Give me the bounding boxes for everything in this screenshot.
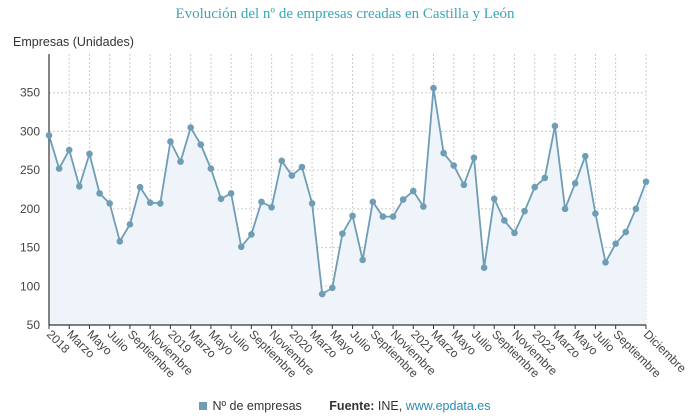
data-point <box>389 213 397 220</box>
data-point <box>541 174 549 182</box>
data-point <box>571 180 579 187</box>
data-point <box>227 190 235 197</box>
data-point <box>167 138 174 145</box>
data-point <box>430 84 437 92</box>
data-point <box>470 154 478 162</box>
data-point <box>187 124 194 131</box>
data-point <box>126 221 134 228</box>
data-point <box>86 150 93 158</box>
data-point <box>551 122 559 130</box>
data-point <box>116 238 124 245</box>
data-point <box>581 152 589 160</box>
data-point <box>349 212 356 220</box>
data-point <box>480 264 488 272</box>
data-point <box>308 200 316 207</box>
data-point <box>136 183 144 191</box>
data-point <box>642 178 650 186</box>
data-point <box>501 217 508 224</box>
data-point <box>288 172 296 179</box>
y-tick-label: 100 <box>20 279 40 293</box>
y-tick-label: 200 <box>20 202 40 216</box>
data-point <box>217 195 225 203</box>
source-label: Fuente: <box>329 399 375 413</box>
y-tick-label: 150 <box>20 241 40 255</box>
data-point <box>592 210 599 217</box>
data-point <box>146 199 154 206</box>
data-point <box>258 198 265 206</box>
data-point <box>379 213 387 220</box>
legend: Nº de empresas Fuente: INE, www.epdata.e… <box>0 399 690 413</box>
data-point <box>409 187 417 195</box>
source-link[interactable]: www.epdata.es <box>405 399 491 413</box>
source-text: INE, <box>377 399 403 413</box>
data-point <box>96 190 103 197</box>
data-point <box>298 163 306 171</box>
data-point <box>440 149 447 157</box>
legend-marker <box>199 402 208 410</box>
data-point <box>511 229 518 237</box>
data-point <box>612 240 619 247</box>
data-point <box>521 207 528 215</box>
data-point <box>106 200 114 207</box>
data-point <box>490 195 498 203</box>
y-tick-label: 350 <box>20 86 40 100</box>
y-tick-label: 300 <box>20 124 40 138</box>
data-point <box>237 243 245 251</box>
data-point <box>399 196 407 203</box>
data-point <box>531 183 538 191</box>
data-point <box>632 205 640 213</box>
data-point <box>248 231 255 238</box>
data-point <box>278 157 286 165</box>
data-point <box>339 230 346 237</box>
data-point <box>561 205 569 213</box>
data-point <box>268 204 275 211</box>
data-point <box>359 256 366 264</box>
data-point <box>622 228 630 236</box>
data-point <box>329 284 336 292</box>
chart-title: Evolución del nº de empresas creadas en … <box>175 6 515 22</box>
data-point <box>369 198 377 206</box>
data-point <box>55 165 63 172</box>
data-point <box>157 200 164 207</box>
data-point <box>602 258 609 266</box>
data-point <box>207 165 215 172</box>
legend-series-label: Nº de empresas <box>212 399 302 413</box>
data-point <box>420 203 427 210</box>
data-point <box>450 162 458 169</box>
data-point <box>65 146 73 154</box>
data-point <box>197 141 205 148</box>
data-point <box>318 290 326 298</box>
y-tick-label: 250 <box>20 163 40 177</box>
data-point <box>45 132 53 139</box>
series-area <box>49 88 646 325</box>
data-point <box>177 158 184 165</box>
data-point <box>460 181 468 189</box>
y-axis-label: Empresas (Unidades) <box>13 35 134 49</box>
y-tick-label: 50 <box>27 318 41 332</box>
data-point <box>76 183 83 190</box>
